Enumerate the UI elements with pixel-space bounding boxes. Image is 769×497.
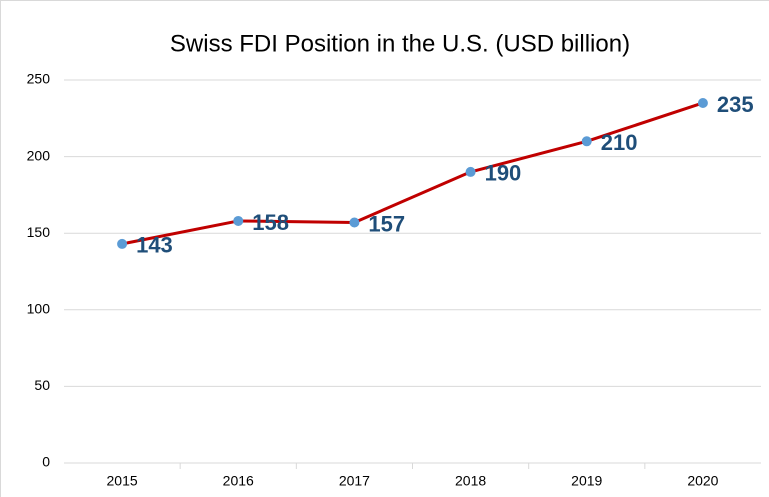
y-tick-label: 150 [27, 224, 51, 240]
x-tick-label: 2017 [339, 473, 370, 489]
data-label: 157 [368, 211, 405, 236]
data-label: 190 [485, 161, 522, 186]
chart-title: Swiss FDI Position in the U.S. (USD bill… [170, 30, 630, 57]
x-tick-label: 2015 [107, 473, 138, 489]
x-tick-label: 2020 [687, 473, 718, 489]
y-tick-label: 100 [27, 301, 51, 317]
x-tick-label: 2019 [571, 473, 602, 489]
point [581, 136, 592, 147]
point [233, 215, 244, 226]
point [117, 238, 128, 249]
data-label: 235 [717, 92, 754, 117]
y-tick-label: 250 [27, 71, 51, 87]
x-tick-label: 2018 [455, 473, 486, 489]
line [121, 101, 704, 246]
data-label: 158 [252, 210, 289, 235]
y-tick-label: 200 [27, 147, 51, 163]
y-tick-label: 50 [34, 377, 50, 393]
point [697, 97, 708, 108]
x-tick-label: 2016 [223, 473, 254, 489]
data-label: 143 [136, 233, 173, 258]
data-label: 210 [601, 130, 638, 155]
point [349, 217, 360, 228]
point [465, 166, 476, 177]
y-tick-label: 0 [42, 454, 50, 470]
